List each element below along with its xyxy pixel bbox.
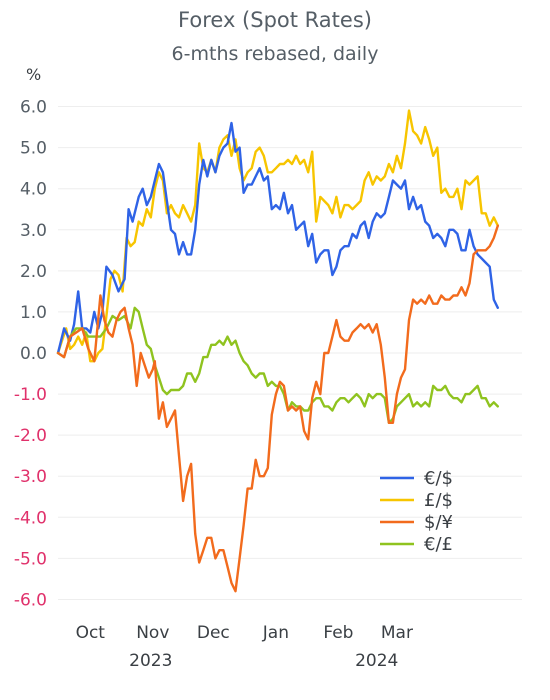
y-tick-label: 1.0 (20, 303, 47, 323)
y-axis-ticks: 6.0 5.0 4.0 3.0 2.0 1.0 0.0 -1.0 -2.0 -3.0 -4.0 -5.… (14, 98, 47, 611)
x-tick-label: Oct (76, 623, 106, 643)
series-line (56, 224, 499, 593)
chart-subtitle: 6-mths rebased, daily (172, 43, 379, 65)
y-tick-label: -5.0 (14, 549, 47, 569)
y-tick-label: 0.0 (20, 344, 47, 364)
series-line (56, 121, 499, 355)
legend-label: €/$ (424, 468, 453, 489)
x-tick-label: Nov (136, 623, 169, 643)
y-tick-label: 3.0 (20, 221, 47, 241)
y-tick-label: -1.0 (14, 385, 47, 405)
y-tick-label: -2.0 (14, 426, 47, 446)
x-tick-label: Dec (197, 623, 230, 643)
y-tick-label: 2.0 (20, 262, 47, 282)
y-tick-label: -6.0 (14, 590, 47, 610)
legend-label: £/$ (424, 490, 453, 511)
series-line (56, 306, 499, 424)
legend: €/$£/$$/¥€/£ (380, 468, 453, 555)
legend-label: $/¥ (424, 512, 453, 533)
legend-label: €/£ (424, 534, 453, 555)
y-axis-unit: % (26, 65, 41, 84)
grid (58, 106, 522, 600)
x-tick-label: Jan (262, 623, 289, 643)
y-tick-label: -4.0 (14, 508, 47, 528)
x-tick-label: Mar (381, 623, 413, 643)
y-tick-label: 6.0 (20, 98, 47, 118)
y-tick-label: -3.0 (14, 467, 47, 487)
x-tick-label: Feb (323, 623, 353, 643)
x-year-label: 2024 (355, 651, 398, 671)
chart-title: Forex (Spot Rates) (178, 8, 372, 32)
y-tick-label: 5.0 (20, 139, 47, 159)
x-axis-ticks: Oct Nov Dec Jan Feb Mar 2023 2024 (76, 623, 413, 671)
series-lines (56, 109, 499, 593)
x-year-label: 2023 (129, 651, 172, 671)
y-tick-label: 4.0 (20, 180, 47, 200)
series-line (56, 109, 499, 363)
